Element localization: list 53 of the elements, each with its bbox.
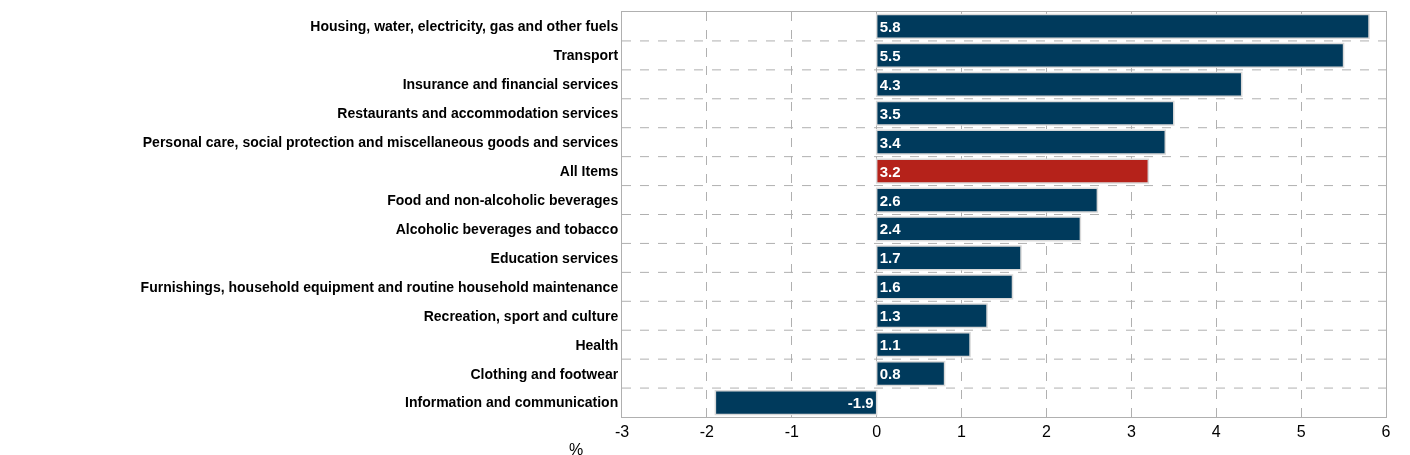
- x-tick-label: 4: [1211, 423, 1221, 441]
- data-label: 3.2: [879, 162, 901, 180]
- data-label: 2.6: [879, 191, 901, 209]
- data-label: 1.7: [879, 249, 901, 267]
- x-tick-label: -2: [699, 423, 715, 441]
- data-label: 1.1: [879, 336, 901, 354]
- x-tick-label: 0: [872, 423, 882, 441]
- y-tick-label: Personal care, social protection and miscellaneous goods and services: [142, 134, 619, 151]
- data-label: 1.3: [879, 307, 901, 325]
- bar: [875, 71, 1243, 97]
- bar: [875, 158, 1150, 184]
- data-label: 0.8: [879, 365, 901, 383]
- data-label: 2.4: [879, 220, 902, 238]
- bar: [875, 303, 988, 329]
- bar: [875, 245, 1022, 271]
- data-label: 5.8: [879, 17, 901, 35]
- bar: [875, 42, 1345, 68]
- y-tick-label: Housing, water, electricity, gas and other fuels: [310, 18, 619, 35]
- data-label: -1.9: [847, 394, 874, 412]
- x-tick-label: -3: [614, 423, 630, 441]
- data-label: 3.4: [879, 133, 902, 151]
- bar: [875, 216, 1082, 242]
- y-tick-label: Health: [575, 336, 619, 353]
- bar: [875, 274, 1014, 300]
- y-tick-label: Education services: [490, 249, 619, 266]
- y-tick-label: Insurance and financial services: [402, 76, 619, 93]
- y-tick-label: Restaurants and accommodation services: [337, 105, 619, 122]
- x-axis-title: %: [569, 441, 584, 455]
- y-tick-label: Recreation, sport and culture: [423, 307, 619, 324]
- y-tick-label: Transport: [553, 47, 619, 64]
- x-tick-label: 5: [1296, 423, 1306, 441]
- x-tick-label: 6: [1381, 423, 1391, 441]
- x-tick-label: 2: [1041, 423, 1051, 441]
- x-tick-label: 1: [957, 423, 967, 441]
- bar: [875, 187, 1099, 213]
- x-tick-label: 3: [1126, 423, 1136, 441]
- x-tick-label: -1: [784, 423, 799, 441]
- data-label: 1.6: [879, 278, 901, 296]
- bar: [875, 332, 971, 358]
- y-tick-label: All Items: [559, 163, 619, 180]
- bar: [875, 361, 946, 387]
- y-tick-label: Alcoholic beverages and tobacco: [395, 220, 619, 237]
- bar: [875, 129, 1167, 155]
- bar: [875, 13, 1370, 40]
- y-tick-label: Furnishings, household equipment and routine household maintenance: [140, 278, 619, 295]
- data-label: 5.5: [879, 46, 901, 64]
- bar: [875, 100, 1175, 126]
- y-tick-label: Food and non-alcoholic beverages: [387, 191, 619, 208]
- data-label: 3.5: [879, 104, 901, 122]
- bar: [714, 389, 878, 416]
- data-label: 4.3: [879, 75, 901, 93]
- y-tick-label: Information and communication: [405, 394, 619, 411]
- y-tick-label: Clothing and footwear: [470, 365, 619, 382]
